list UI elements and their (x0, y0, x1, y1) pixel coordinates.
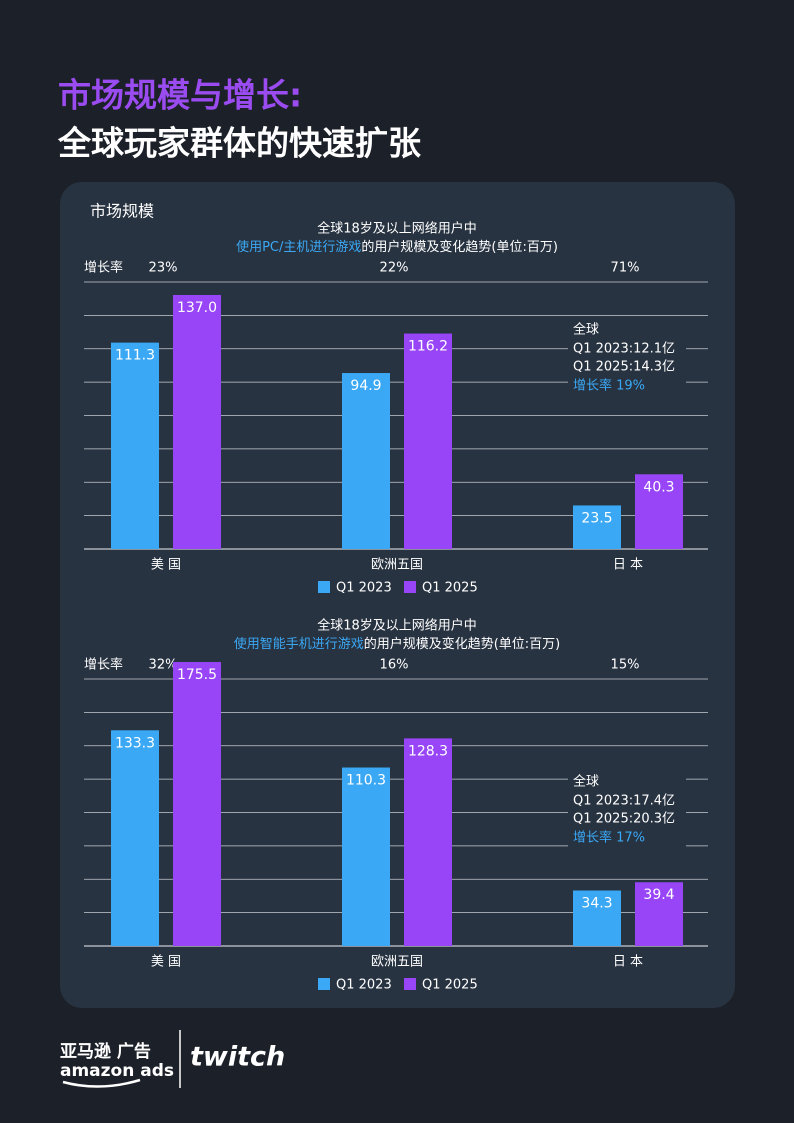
bar (173, 662, 221, 946)
subtitle-highlight: 使用PC/主机进行游戏 (236, 239, 361, 255)
growth-value: 16% (380, 658, 409, 673)
legend-swatch (318, 978, 330, 990)
category-label: 欧洲五国 (371, 955, 423, 970)
chart-title: 全球18岁及以上网络用户中 (317, 618, 477, 634)
subtitle-rest: 的用户规模及变化趋势(单位:百万) (364, 636, 561, 652)
legend-swatch (404, 581, 416, 593)
category-label: 美 国 (151, 558, 181, 573)
value-label: 34.3 (581, 895, 612, 911)
value-label: 133.3 (115, 735, 155, 751)
value-label: 128.3 (408, 743, 448, 759)
value-label: 111.3 (115, 348, 155, 364)
value-label: 175.5 (177, 667, 217, 683)
bar (404, 738, 452, 946)
growth-value: 71% (611, 261, 640, 276)
chart-title: 全球18岁及以上网络用户中 (317, 221, 477, 237)
subtitle-rest: 的用户规模及变化趋势(单位:百万) (361, 239, 558, 255)
annotation-growth: 增长率 17% (573, 830, 645, 846)
page-subtitle: 全球玩家群体的快速扩张 (57, 124, 421, 163)
annotation-line: Q1 2023:17.4亿 (573, 794, 675, 809)
legend-swatch (404, 978, 416, 990)
category-label: 日 本 (613, 558, 643, 573)
legend-label: Q1 2025 (422, 581, 478, 596)
brand-cn: 亚马逊 广告 (60, 1041, 151, 1062)
value-label: 23.5 (581, 510, 612, 526)
subtitle-highlight: 使用智能手机进行游戏 (234, 636, 364, 652)
brand-en: amazon ads (60, 1061, 174, 1081)
legend-label: Q1 2023 (336, 978, 392, 993)
growth-value: 23% (149, 261, 178, 276)
value-label: 137.0 (177, 300, 217, 316)
bar (111, 342, 159, 549)
value-label: 40.3 (643, 479, 674, 495)
bar (573, 890, 621, 946)
bar (342, 373, 390, 549)
growth-label: 增长率 (84, 260, 123, 276)
legend-label: Q1 2025 (422, 978, 478, 993)
value-label: 116.2 (408, 339, 448, 355)
annotation-growth: 增长率 19% (573, 378, 645, 394)
bar (635, 882, 683, 946)
value-label: 94.9 (350, 378, 381, 394)
annotation-line: Q1 2023:12.1亿 (573, 342, 675, 357)
charts: 全球18岁及以上网络用户中使用PC/主机进行游戏的用户规模及变化趋势(单位:百万… (84, 221, 708, 993)
value-label: 39.4 (643, 887, 674, 903)
annotation-bg (568, 320, 686, 396)
growth-value: 32% (149, 658, 178, 673)
category-label: 日 本 (613, 955, 643, 970)
annotation-title: 全球 (573, 322, 599, 338)
partner-logo: twitch (190, 1042, 285, 1073)
value-label: 110.3 (346, 773, 386, 789)
legend-swatch (318, 581, 330, 593)
card (60, 182, 735, 1008)
growth-value: 15% (611, 658, 640, 673)
bar (342, 767, 390, 946)
brand-smile (62, 1078, 141, 1088)
chart-subtitle: 使用PC/主机进行游戏的用户规模及变化趋势(单位:百万) (236, 239, 558, 255)
growth-label: 增长率 (84, 657, 123, 673)
annotation-bg (568, 772, 686, 848)
page-title: 市场规模与增长: (58, 76, 302, 115)
bar (111, 730, 159, 946)
bar (573, 505, 621, 549)
annotation-line: Q1 2025:20.3亿 (573, 812, 675, 827)
legend-label: Q1 2023 (336, 581, 392, 596)
bar (635, 474, 683, 549)
category-label: 美 国 (151, 955, 181, 970)
bar (404, 333, 452, 549)
annotation-line: Q1 2025:14.3亿 (573, 360, 675, 375)
annotation-title: 全球 (573, 774, 599, 790)
growth-value: 22% (380, 261, 409, 276)
category-label: 欧洲五国 (371, 558, 423, 573)
section-title: 市场规模 (90, 202, 154, 221)
bar (173, 294, 221, 549)
chart-subtitle: 使用智能手机进行游戏的用户规模及变化趋势(单位:百万) (234, 636, 561, 652)
